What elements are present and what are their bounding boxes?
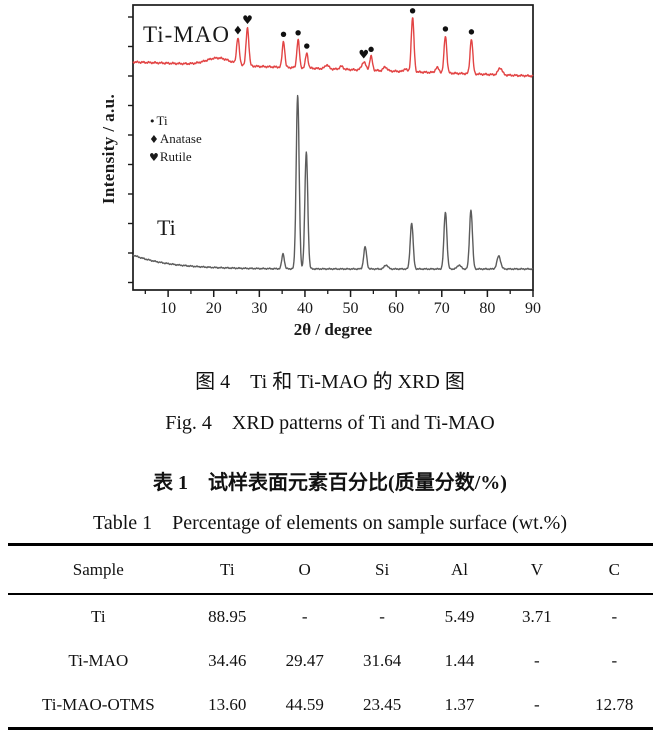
column-header-sample: Sample (8, 544, 189, 595)
x-tick-label: 40 (297, 300, 313, 317)
x-axis-label: 2θ / degree (293, 320, 373, 339)
table-cell: 1.44 (444, 651, 475, 670)
legend-entry: •Ti (149, 112, 202, 130)
table-cell: 31.64 (362, 651, 402, 670)
x-tick-label: 60 (388, 300, 404, 317)
table-row: Ti 88.95 - - 5.49 3.71 - (8, 594, 653, 639)
legend-label: Rutile (159, 149, 192, 164)
figure-caption-en: Fig. 4 XRD patterns of Ti and Ti-MAO (165, 412, 495, 434)
table-cell: 5.49 (444, 607, 475, 626)
table-cell: 88.95 (208, 607, 247, 626)
table-cell: 44.59 (285, 695, 324, 714)
x-tick-label: 70 (434, 300, 450, 317)
table-header: Sample Ti O Si Al V C (8, 544, 653, 595)
x-tick-label: 90 (525, 300, 541, 317)
table-cell: - (611, 607, 618, 626)
series-curve-ti (132, 94, 534, 271)
x-tick-label: 50 (343, 300, 359, 317)
legend-label: Ti (156, 113, 168, 128)
table-title-zh: 表 1 试样表面元素百分比(质量分数/%) (153, 472, 507, 494)
column-header-o: O (266, 544, 344, 595)
table-cell: - (379, 607, 385, 626)
y-axis-label: Intensity / a.u. (99, 93, 118, 205)
table-cell: 3.71 (521, 607, 552, 626)
chart-legend: •Ti ♦Anatase ♥Rutile (149, 112, 202, 166)
table-cell: 34.46 (208, 651, 247, 670)
column-header-c: C (575, 544, 653, 595)
peak-marker-rutile-icon: ♥ (242, 13, 253, 27)
peak-marker-ti-icon (295, 30, 301, 36)
table-caption-en: Table 1 Percentage of elements on sample… (93, 512, 567, 534)
peak-marker-ti-icon (409, 8, 416, 14)
table-row: Ti-MAO-OTMS 13.60 44.59 23.45 1.37 - 12.78 (8, 683, 653, 729)
table-cell: - (534, 651, 540, 670)
table-cell: - (301, 607, 308, 626)
x-tick-label: 10 (160, 300, 176, 317)
table-body: Ti 88.95 - - 5.49 3.71 - Ti-MAO 34.46 29.47 31.64 1… (8, 594, 653, 729)
peak-marker-ti-icon (442, 26, 449, 32)
rutile-marker-glyph-icon: ♥ (149, 151, 159, 164)
plot-frame (132, 4, 534, 291)
sample-name: Ti (91, 607, 106, 626)
ti-marker-glyph-icon: • (149, 115, 156, 128)
table-cell: 1.37 (444, 695, 475, 714)
table-cell: - (534, 695, 540, 714)
legend-entry: ♥Rutile (149, 148, 202, 166)
sample-name: Ti-MAO-OTMS (41, 695, 155, 714)
column-header-al: Al (420, 544, 499, 595)
anatase-marker-glyph-icon: ♦ (149, 133, 159, 146)
table-header-row: Sample Ti O Si Al V C (8, 544, 653, 595)
table-cell: 12.78 (595, 695, 634, 714)
table-row: Ti-MAO 34.46 29.47 31.64 1.44 - - (8, 639, 653, 683)
xrd-chart: 10 20 30 40 50 60 70 80 90♦♥♥ (128, 4, 541, 317)
column-header-si: Si (343, 544, 421, 595)
series-label-ti-mao: Ti-MAO (143, 22, 230, 47)
legend-label: Anatase (159, 131, 202, 146)
table-cell: - (611, 651, 618, 670)
peak-marker-ti-icon (468, 29, 475, 35)
legend-entry: ♦Anatase (149, 130, 202, 148)
peak-marker-ti-icon (368, 46, 374, 53)
peak-marker-ti-icon (304, 43, 310, 49)
x-tick-label: 30 (251, 300, 267, 317)
column-header-v: V (498, 544, 576, 595)
series-label-ti: Ti (157, 215, 176, 240)
x-tick-label: 20 (206, 300, 222, 317)
elements-table-wrap: Sample Ti O Si Al V C Ti 88.95- -5.49 3.71- Ti-MAO… (8, 543, 653, 730)
sample-name: Ti-MAO (68, 651, 129, 670)
table-cell: 13.60 (208, 695, 247, 714)
peak-marker-anatase-icon: ♦ (233, 23, 244, 37)
table-cell: 29.47 (285, 651, 324, 670)
figure-caption-zh: 图 4 Ti 和 Ti-MAO 的 XRD 图 (195, 371, 465, 393)
elements-table: Sample Ti O Si Al V C Ti 88.95- -5.49 3.71- Ti-MAO… (8, 543, 653, 730)
column-header-ti: Ti (188, 544, 266, 595)
series-curve-ti-mao (132, 17, 534, 78)
table-cell: 23.45 (362, 695, 402, 714)
peak-marker-rutile-icon: ♥ (358, 48, 369, 62)
xrd-figure: 10 20 30 40 50 60 70 80 90 ♦ ♥ ♥ Ti-MAO Ti •Ti ♦Anat… (0, 0, 660, 352)
x-tick-label: 80 (479, 300, 495, 317)
peak-marker-ti-icon (280, 31, 287, 37)
